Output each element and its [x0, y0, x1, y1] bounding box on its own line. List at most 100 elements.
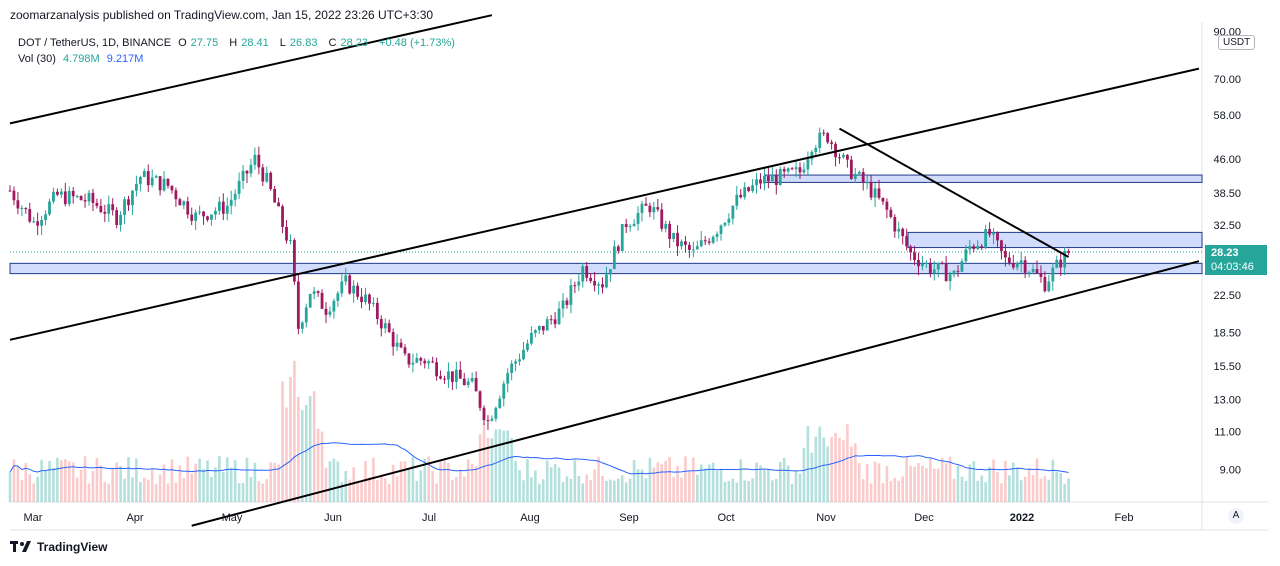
volume-bar	[786, 465, 790, 502]
candle-body	[245, 170, 249, 174]
volume-bar	[660, 464, 664, 502]
volume-bar	[936, 468, 940, 502]
tradingview-logo-icon	[10, 541, 31, 552]
volume-bar	[585, 474, 588, 502]
candle-body	[443, 378, 446, 380]
tradingview-logo[interactable]: TradingView	[10, 540, 107, 554]
volume-bar	[222, 472, 225, 502]
candle-body	[502, 383, 506, 399]
candle-body	[877, 188, 881, 198]
volume-bar	[834, 432, 837, 502]
volume-bar	[905, 456, 908, 502]
candle-body	[695, 246, 699, 250]
candle-body	[186, 201, 190, 215]
volume-bar	[1059, 473, 1062, 502]
volume-bar	[324, 467, 328, 502]
candle-body	[296, 281, 300, 329]
auto-scale-button[interactable]: A	[1228, 508, 1244, 524]
candle-body	[1031, 269, 1035, 273]
volume-bar	[1039, 478, 1043, 502]
volume-bar	[261, 483, 265, 502]
volume-bar	[269, 462, 272, 502]
candle-body	[494, 407, 498, 419]
candle-body	[612, 246, 616, 270]
volume-bar	[1000, 483, 1003, 502]
candle-body	[913, 252, 916, 260]
candle-body	[1039, 273, 1043, 277]
volume-bar	[380, 475, 383, 502]
currency-badge[interactable]: USDT	[1218, 35, 1256, 50]
legend: DOT / TetherUS, 1D, BINANCE O 27.75 H 28.4…	[18, 37, 455, 65]
candle-body	[1019, 260, 1023, 264]
candle-body	[277, 202, 280, 207]
candle-body	[506, 373, 510, 384]
volume-bar	[561, 482, 565, 502]
candle-body	[1011, 263, 1015, 268]
candle-body	[921, 263, 924, 267]
brand-label: TradingView	[37, 540, 108, 554]
candle-body	[486, 420, 490, 422]
candle-body	[806, 159, 810, 170]
channel-bottom[interactable]	[191, 260, 1200, 527]
candle-body	[925, 262, 928, 264]
candle-body	[431, 361, 435, 363]
candle-body	[229, 199, 233, 206]
volume-bar	[826, 446, 829, 502]
volume-bar	[127, 457, 130, 502]
candle-body	[684, 241, 687, 245]
volume-bar	[1051, 459, 1055, 502]
candle-body	[150, 177, 154, 186]
volume-bar	[498, 429, 502, 502]
candle-body	[308, 293, 312, 308]
candle-body	[210, 214, 213, 220]
candle-body	[909, 246, 912, 253]
channel-mid[interactable]	[9, 67, 1200, 341]
candle-body	[944, 263, 948, 282]
y-tick-label: 15.50	[1213, 361, 1241, 373]
candle-body	[881, 197, 885, 202]
candle-body	[107, 204, 111, 214]
descending-resistance[interactable]	[839, 127, 1070, 258]
candle-body	[976, 246, 980, 249]
resistance-zone-upper[interactable]	[764, 174, 1203, 183]
volume-bars	[8, 360, 1070, 502]
candle-body	[581, 266, 585, 282]
candle-body	[873, 188, 877, 198]
candle-body	[241, 170, 245, 181]
volume-bar	[518, 469, 521, 502]
bar-countdown: 04:03:46	[1211, 261, 1254, 273]
candle-body	[778, 169, 782, 186]
candle-body	[8, 190, 12, 192]
symbol-label[interactable]: DOT / TetherUS, 1D, BINANCE	[18, 37, 172, 49]
volume-bar	[451, 479, 454, 502]
x-tick-label: 2022	[1010, 512, 1034, 524]
volume-bar	[628, 478, 632, 502]
volume-bar	[182, 478, 186, 502]
volume-bar	[316, 428, 320, 502]
candle-body	[1043, 276, 1047, 292]
volume-bar	[277, 464, 280, 502]
volume-bar	[150, 469, 154, 502]
y-tick-label: 58.00	[1213, 110, 1241, 122]
candle-body	[48, 201, 51, 215]
volume-bar	[431, 471, 434, 502]
volume-bar	[1008, 475, 1011, 502]
volume-bar	[617, 478, 620, 502]
candle-body	[289, 240, 292, 242]
candle-body	[537, 325, 541, 331]
candle-body	[67, 190, 71, 205]
candle-body	[206, 216, 209, 220]
candle-body	[79, 196, 83, 201]
channel-top-left[interactable]	[9, 14, 493, 125]
volume-bar	[304, 405, 308, 502]
volume-bar	[814, 436, 818, 502]
resistance-zone-mid[interactable]	[907, 231, 1203, 249]
candle-body	[368, 294, 371, 304]
candle-body	[281, 206, 284, 227]
candle-body	[138, 176, 142, 184]
candle-body	[328, 311, 332, 315]
candle-body	[71, 190, 75, 197]
candle-body	[703, 240, 707, 242]
volume-bar	[573, 460, 577, 502]
